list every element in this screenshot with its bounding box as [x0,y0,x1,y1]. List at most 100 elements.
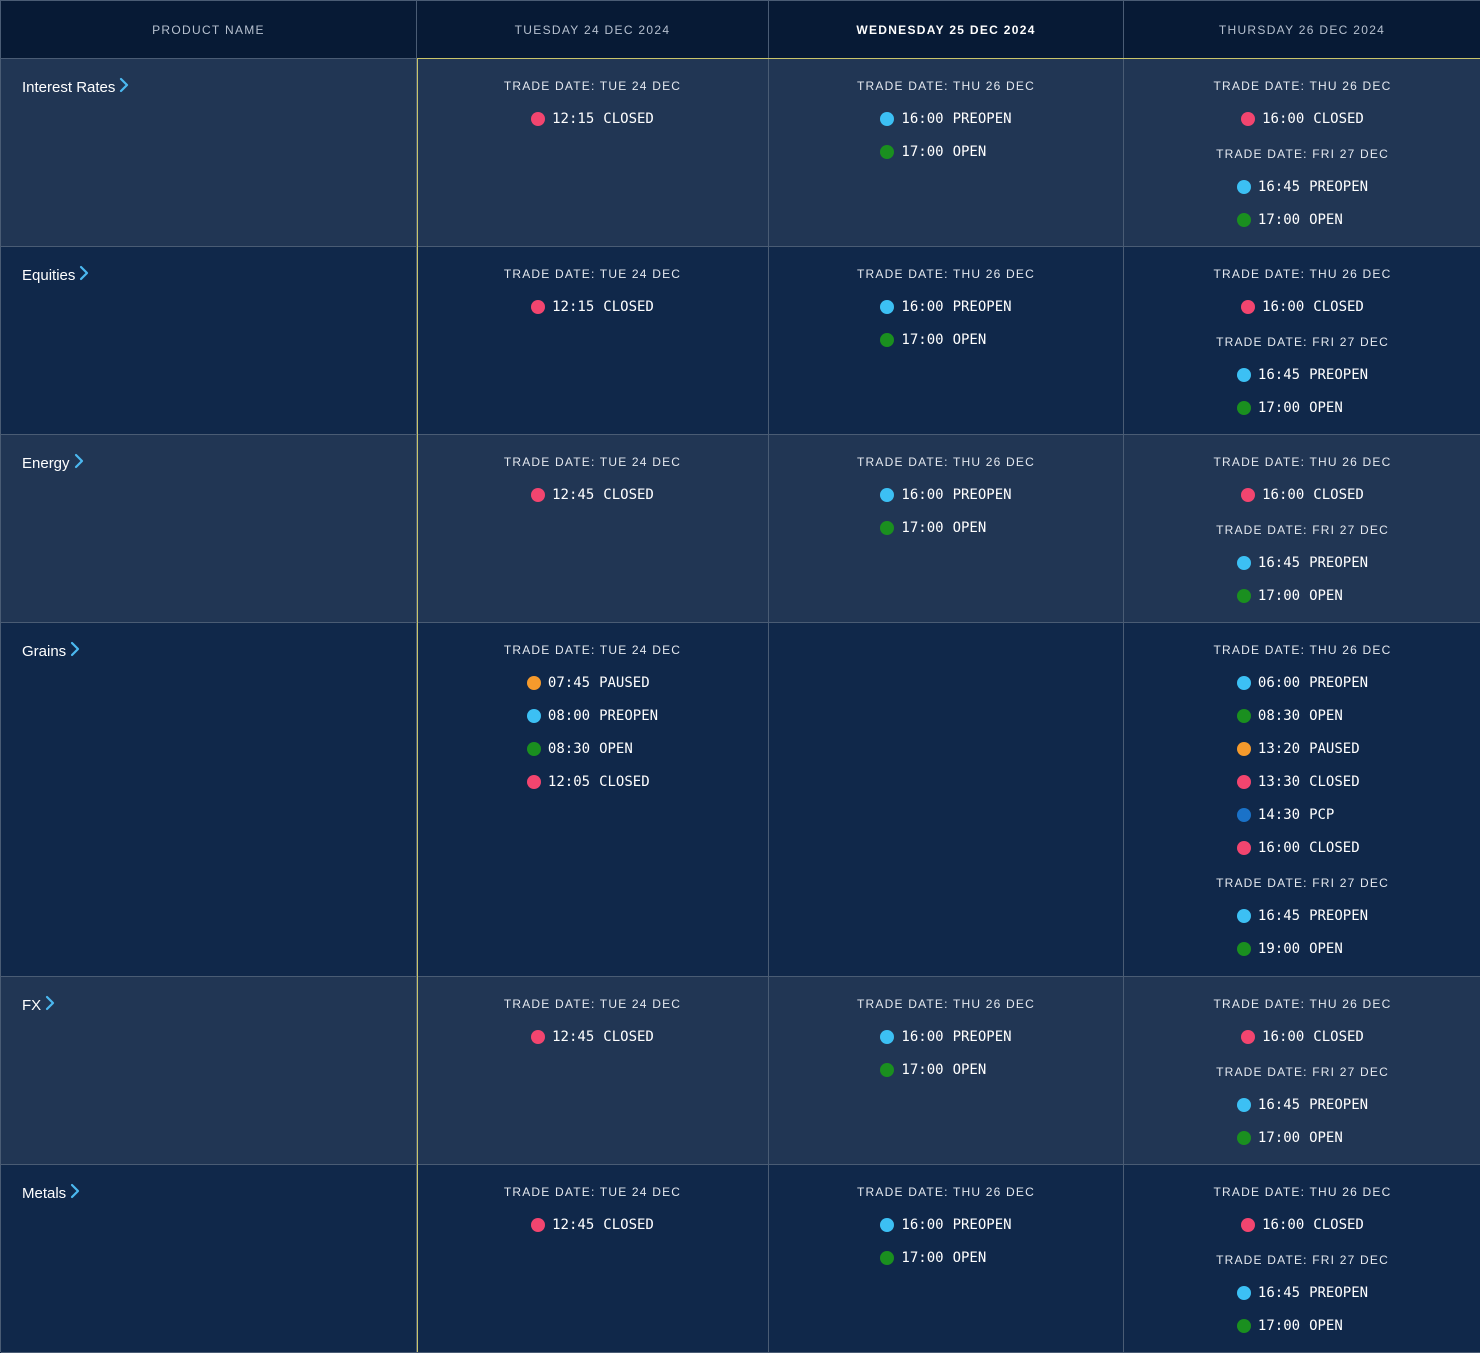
event-status: PREOPEN [599,707,659,724]
day-cell: Trade date: Thu 26 Dec 16:00 PREOPEN 17:00 O… [769,1165,1124,1353]
status-dot-icon [1241,299,1256,314]
status-dot-icon [880,144,895,159]
event-status: CLOSED [1313,1028,1364,1045]
trade-date-label: Trade date: Thu 26 Dec [857,997,1035,1011]
trade-session: Trade date: Thu 26 Dec 16:00 CLOSED [1214,1185,1392,1241]
session-events: 12:15 CLOSED [531,102,654,135]
event-time: 16:00 [901,1028,944,1045]
status-event: 16:00 PREOPEN [880,478,1012,511]
event-status: OPEN [599,740,633,757]
trade-session: Trade date: Thu 26 Dec 16:00 PREOPEN 17:00 O… [857,997,1035,1086]
trade-date-label: Trade date: Tue 24 Dec [503,643,682,657]
trade-date-label: Trade date: Fri 27 Dec [1216,1065,1389,1079]
status-event: 16:00 CLOSED [1241,102,1364,135]
status-dot-icon [1241,487,1256,502]
product-link[interactable]: Metals [22,1183,80,1202]
status-dot-icon [1236,840,1251,855]
product-cell: FX [1,977,417,1165]
status-event: 12:45 CLOSED [531,478,654,511]
status-dot-icon [1241,1029,1256,1044]
event-status: OPEN [1309,587,1343,604]
product-cell: Grains [1,623,417,977]
product-link[interactable]: FX [22,995,55,1014]
event-status: OPEN [952,1249,987,1266]
trade-session: Trade date: Tue 24 Dec 12:45 CLOSED [504,1185,681,1241]
product-name: Metals [22,1184,67,1202]
product-name: Grains [22,642,67,660]
status-dot-icon [1236,941,1251,956]
session-events: 16:00 PREOPEN 17:00 OPEN [880,290,1012,356]
event-status: OPEN [1309,1129,1343,1146]
event-status: OPEN [1309,707,1343,724]
event-status: PCP [1309,806,1335,823]
product-link[interactable]: Equities [22,265,89,284]
session-events: 16:45 PREOPEN 17:00 OPEN [1236,1276,1368,1342]
status-event: 16:45 PREOPEN [1236,1276,1368,1309]
trade-date-label: Trade date: Fri 27 Dec [1216,523,1389,537]
product-link[interactable]: Grains [22,641,80,660]
product-name: Interest Rates [22,78,116,96]
day-cell: Trade date: Thu 26 Dec 16:00 PREOPEN 17:00 O… [769,435,1124,623]
day-cell: Trade date: Thu 26 Dec 16:00 CLOSED Trade d… [1124,435,1480,623]
trade-session: Trade date: Thu 26 Dec 16:00 PREOPEN 17:00 O… [857,267,1035,356]
event-time: 17:00 [1257,399,1301,416]
event-time: 16:00 [901,486,944,503]
event-time: 06:00 [1257,674,1301,691]
status-dot-icon [526,708,541,723]
event-status: CLOSED [1313,1216,1364,1233]
product-link[interactable]: Interest Rates [22,77,129,96]
trade-date-label: Trade date: Tue 24 Dec [503,1185,682,1199]
status-event: 16:00 CLOSED [1241,1020,1364,1053]
session-events: 12:45 CLOSED [531,1208,654,1241]
event-status: PREOPEN [1309,554,1369,571]
event-status: CLOSED [1309,839,1360,856]
event-time: 14:30 [1257,806,1301,823]
session-events: 16:00 CLOSED [1241,1020,1364,1053]
trade-date-label: Trade date: Tue 24 Dec [503,79,682,93]
day-cell: Trade date: Thu 26 Dec 16:00 CLOSED Trade d… [1124,247,1480,435]
status-dot-icon [1236,1285,1251,1300]
trade-date-label: Trade date: Thu 26 Dec [1213,1185,1392,1199]
day-cell: Trade date: Thu 26 Dec 16:00 PREOPEN 17:00 O… [769,977,1124,1165]
status-event: 12:45 CLOSED [531,1020,654,1053]
trade-date-label: Trade date: Fri 27 Dec [1216,1253,1389,1267]
event-status: PREOPEN [1309,674,1369,691]
status-dot-icon [1241,111,1256,126]
day-cell: Trade date: Tue 24 Dec 12:15 CLOSED [417,59,769,247]
event-status: OPEN [1309,1317,1343,1334]
current-day-accent-left [417,58,418,1352]
status-event: 16:45 PREOPEN [1236,170,1368,203]
status-dot-icon [1236,212,1251,227]
event-status: CLOSED [603,110,654,127]
status-dot-icon [526,741,541,756]
trade-date-label: Trade date: Thu 26 Dec [1213,267,1392,281]
event-time: 12:45 [552,1028,595,1045]
status-dot-icon [880,1029,895,1044]
event-status: CLOSED [599,773,650,790]
status-event: 19:00 OPEN [1236,932,1368,965]
event-time: 12:15 [552,298,595,315]
day-cell: Trade date: Thu 26 Dec 16:00 CLOSED Trade d… [1124,977,1480,1165]
status-dot-icon [531,487,546,502]
trade-date-label: Trade date: Thu 26 Dec [1213,455,1392,469]
status-dot-icon [1236,588,1251,603]
status-event: 08:30 OPEN [1236,699,1368,732]
status-event: 13:30 CLOSED [1236,765,1368,798]
event-time: 16:45 [1257,366,1301,383]
trade-date-label: Trade date: Tue 24 Dec [503,267,682,281]
product-link[interactable]: Energy [22,453,84,472]
status-event: 13:20 PAUSED [1236,732,1368,765]
session-events: 12:45 CLOSED [531,1020,654,1053]
session-events: 16:00 PREOPEN 17:00 OPEN [880,1208,1012,1274]
trade-date-label: Trade date: Fri 27 Dec [1216,876,1389,890]
status-dot-icon [880,1217,895,1232]
event-status: OPEN [952,331,987,348]
trade-session: Trade date: Thu 26 Dec 06:00 PREOPEN 08:30 O… [1214,643,1392,864]
trade-session: Trade date: Thu 26 Dec 16:00 CLOSED [1214,267,1392,323]
status-dot-icon [1236,555,1251,570]
session-events: 12:45 CLOSED [531,478,654,511]
trade-session: Trade date: Thu 26 Dec 16:00 PREOPEN 17:00 O… [857,455,1035,544]
event-status: OPEN [1309,211,1343,228]
event-time: 16:00 [1262,486,1305,503]
status-event: 16:00 PREOPEN [880,1020,1012,1053]
